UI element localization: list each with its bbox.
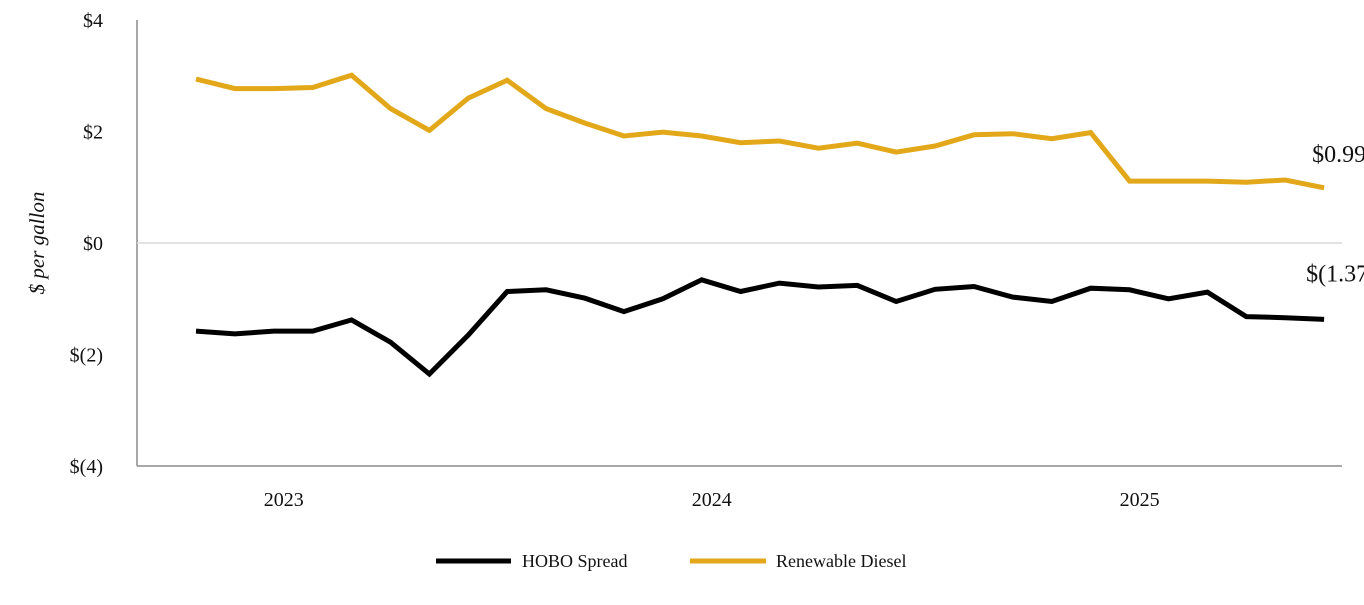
y-tick-label: $2	[83, 122, 103, 144]
end-value-labels: $(1.37) $0.99	[1306, 142, 1364, 288]
series-line-renewable-diesel	[195, 72, 1325, 191]
y-axis-title: $ per gallon	[25, 192, 49, 295]
legend-label-renewable-diesel: Renewable Diesel	[776, 551, 906, 571]
x-tick-label: 2025	[1120, 489, 1160, 511]
series-lines	[195, 72, 1325, 378]
end-value-label: $(1.37)	[1306, 261, 1364, 287]
x-tick-label: 2023	[264, 489, 304, 511]
legend-label-hobo-spread: HOBO Spread	[522, 551, 628, 571]
series-line-hobo-spread	[195, 277, 1325, 378]
legend: HOBO Spread Renewable Diesel	[436, 551, 906, 571]
y-tick-label: $4	[83, 10, 103, 32]
x-tick-labels: 2023 2024 2025	[264, 489, 1160, 511]
x-tick-label: 2024	[692, 489, 732, 511]
axes	[136, 20, 1342, 467]
y-tick-label: $(2)	[70, 345, 103, 367]
end-value-label: $0.99	[1312, 142, 1364, 168]
y-tick-label: $0	[83, 233, 103, 255]
y-tick-labels: $4 $2 $0 $(2) $(4)	[70, 10, 103, 478]
y-tick-label: $(4)	[70, 456, 103, 478]
